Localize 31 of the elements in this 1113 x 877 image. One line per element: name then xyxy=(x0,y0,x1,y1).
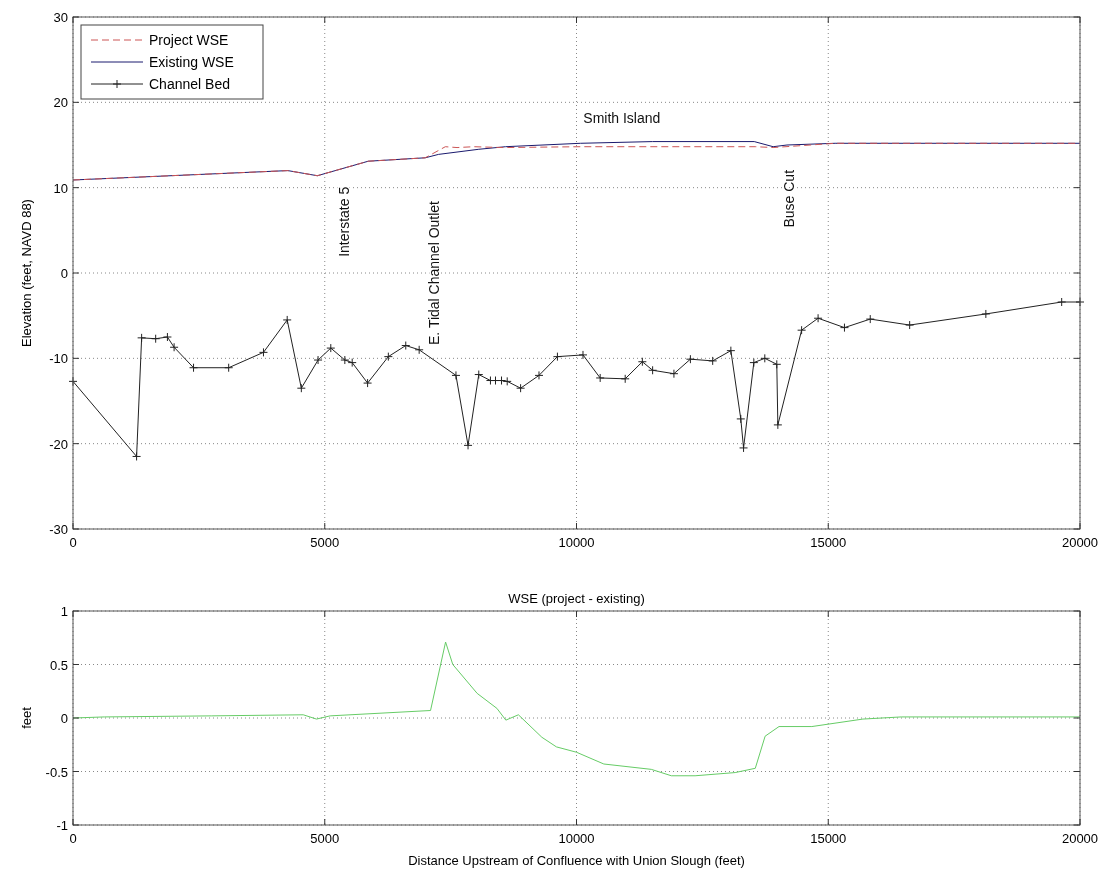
y-tick-label: 0.5 xyxy=(49,657,68,673)
x-tick-label: 20000 xyxy=(1061,535,1099,550)
y-tick-label: 1 xyxy=(60,604,68,619)
y-tick-label: -1 xyxy=(56,818,68,833)
y-tick-label: 30 xyxy=(53,10,68,25)
y-tick-label: -0.5 xyxy=(45,764,68,780)
annotation: Interstate 5 xyxy=(335,186,352,257)
x-tick-label: 10000 xyxy=(558,535,595,550)
y-axis-title: feet xyxy=(19,706,34,729)
x-tick-label: 15000 xyxy=(810,535,847,550)
y-tick-label: -30 xyxy=(49,522,68,537)
y-axis-title: Elevation (feet, NAVD 88) xyxy=(19,199,34,347)
y-tick-label: -10 xyxy=(49,351,68,367)
x-tick-label: 20000 xyxy=(1061,831,1099,846)
y-tick-label: 0 xyxy=(60,711,68,726)
chart-title: WSE (project - existing) xyxy=(508,591,645,606)
y-tick-label: -20 xyxy=(49,436,68,452)
annotation: E. Tidal Channel Outlet xyxy=(426,200,443,345)
x-tick-label: 15000 xyxy=(810,831,847,846)
y-tick-label: 20 xyxy=(53,95,68,111)
y-tick-label: 10 xyxy=(53,180,68,196)
legend-label: Project WSE xyxy=(149,32,229,48)
legend-label: Channel Bed xyxy=(149,76,230,92)
x-tick-label: 5000 xyxy=(310,535,340,550)
annotation: Buse Cut xyxy=(781,169,798,228)
annotation: Smith Island xyxy=(583,110,661,127)
legend-label: Existing WSE xyxy=(149,54,234,70)
x-tick-label: 5000 xyxy=(310,831,340,846)
y-tick-label: 0 xyxy=(60,266,68,281)
x-tick-label: 10000 xyxy=(558,831,595,846)
x-axis-title: Distance Upstream of Confluence with Union Slough (feet) xyxy=(408,853,745,868)
